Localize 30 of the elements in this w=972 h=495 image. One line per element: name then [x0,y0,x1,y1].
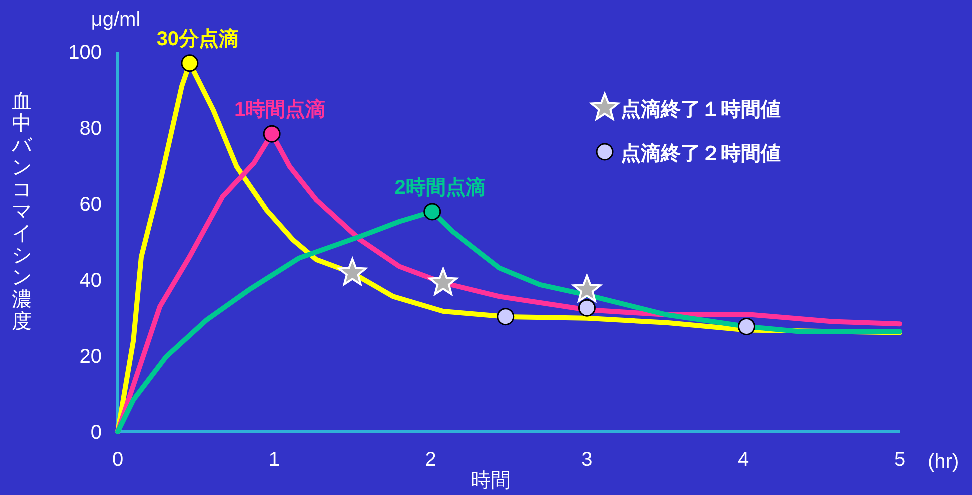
legend-label: 点滴終了２時間値 [621,142,781,165]
series-label: 1時間点滴 [234,98,326,122]
series-label: 30分点滴 [156,27,240,50]
y-tick-label: 80 [80,118,102,140]
point [429,268,458,296]
x-tick-label: 3 [582,449,593,471]
point [338,258,367,286]
text: 血中バンコマイシン濃度 [12,91,32,333]
x-tick-label: 2 [425,449,436,471]
point [263,125,281,143]
point [424,203,442,221]
point [738,318,756,336]
y-tick-label: 100 [68,42,102,64]
legend-label: 点滴終了１時間値 [621,98,781,121]
point [497,308,515,326]
y-tick-label: 60 [80,194,102,216]
x-tick-label: 1 [268,449,280,471]
x-tick-label: 0 [112,449,124,471]
x-axis-title: 時間 [471,470,511,492]
x-tick-label: 5 [894,449,906,471]
point [572,274,602,302]
y-tick-label: 0 [90,422,102,444]
y-tick-label: 20 [80,346,102,368]
point [578,299,596,317]
point [181,54,199,72]
x-tick-label: 4 [738,449,750,471]
text: (hr) [928,451,960,473]
y-tick-label: 40 [80,270,102,292]
text: μg/ml [91,9,141,31]
series-label: 2時間点滴 [394,176,486,199]
